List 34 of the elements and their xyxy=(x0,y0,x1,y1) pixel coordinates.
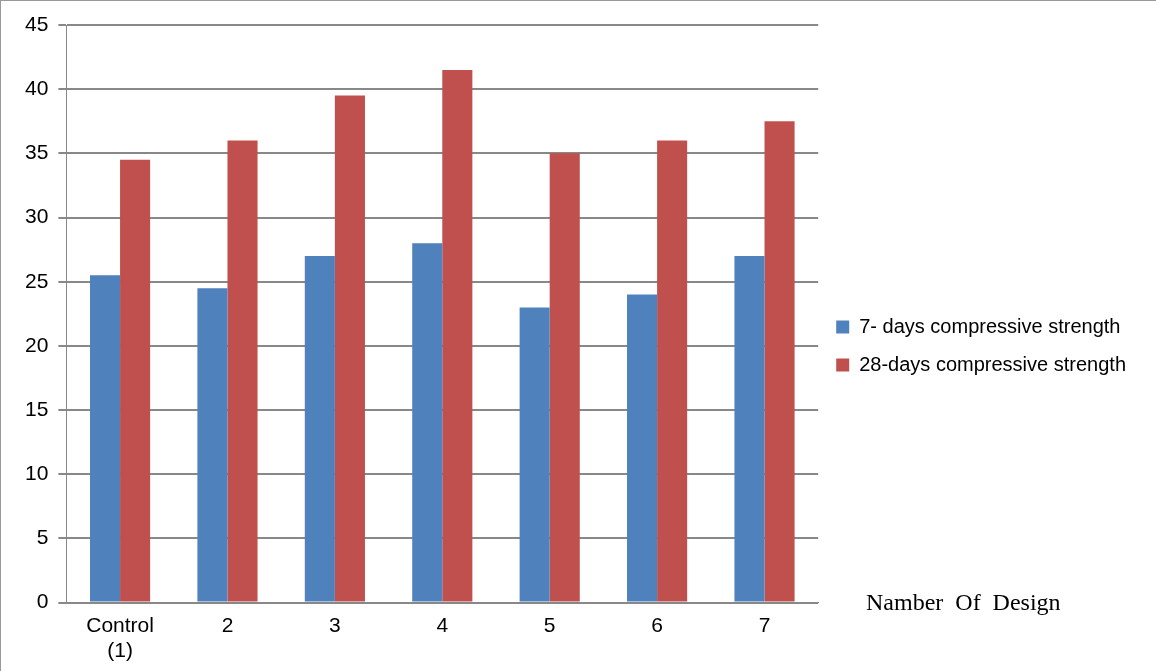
y-tick-label: 15 xyxy=(25,396,49,420)
bar xyxy=(442,69,473,602)
bar xyxy=(89,275,121,602)
bar xyxy=(227,140,258,602)
bar xyxy=(734,256,765,602)
y-tick-label: 20 xyxy=(25,332,49,356)
x-tick-label: 4 xyxy=(436,613,449,636)
y-tick-label: 40 xyxy=(25,75,49,99)
bar xyxy=(304,256,335,602)
bar xyxy=(197,288,228,602)
bar xyxy=(412,243,443,602)
bar xyxy=(334,95,365,602)
x-tick-label: 3 xyxy=(329,613,341,636)
x-tick-label: 2 xyxy=(221,613,234,636)
x-tick-label: 7 xyxy=(758,613,771,636)
bar xyxy=(764,121,795,602)
bar xyxy=(519,307,550,602)
y-tick-label: 0 xyxy=(36,589,49,613)
y-tick-label: 30 xyxy=(25,204,49,228)
bar xyxy=(627,294,658,602)
legend-label: 28-days compressive strength xyxy=(859,352,1127,375)
x-tick-label: 6 xyxy=(651,613,663,636)
bar xyxy=(549,153,580,602)
y-tick-label: 45 xyxy=(25,11,49,35)
legend-label: 7- days compressive strength xyxy=(859,314,1121,337)
y-tick-label: 35 xyxy=(25,140,49,164)
bar xyxy=(120,159,151,602)
x-tick-label: Control (1) xyxy=(86,613,154,662)
x-axis-title: Namber Of Design xyxy=(866,589,1061,616)
y-tick-label: 10 xyxy=(25,461,49,485)
bar xyxy=(657,140,688,602)
x-tick-label: 5 xyxy=(543,613,556,636)
y-tick-label: 25 xyxy=(25,268,49,292)
y-tick-label: 5 xyxy=(36,525,49,549)
